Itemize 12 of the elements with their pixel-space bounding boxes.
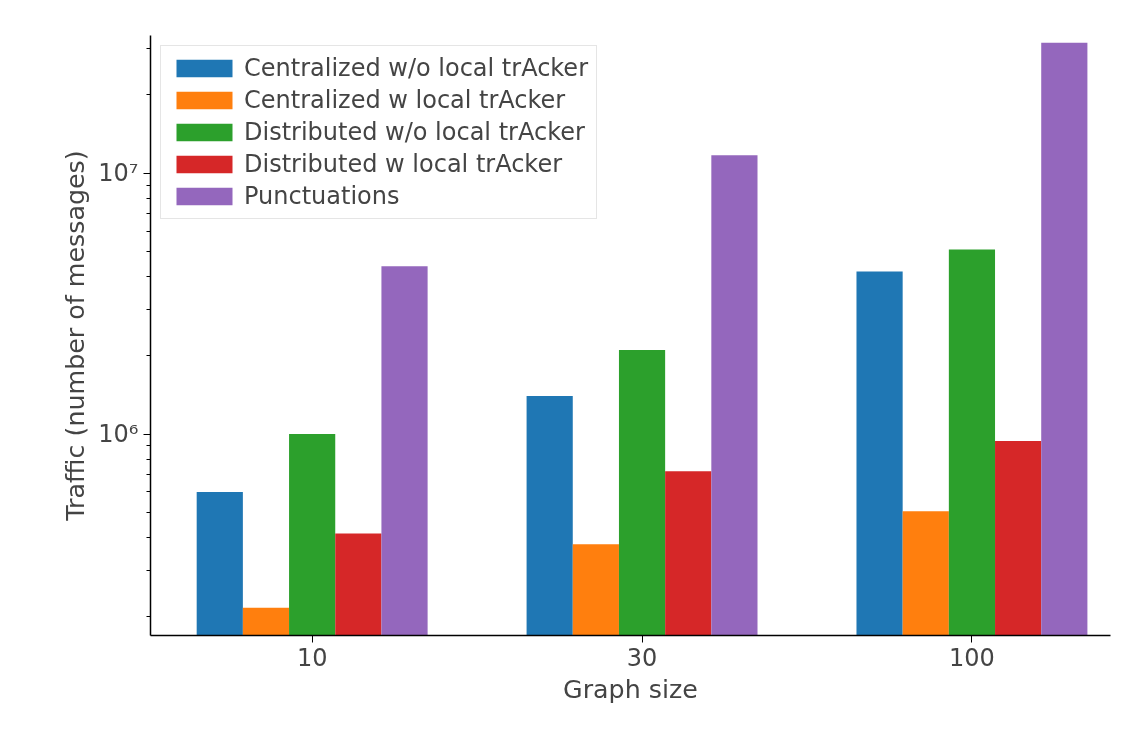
x-axis-title: Graph size [563,673,698,704]
y-tick-label: 10⁷ [98,159,139,188]
legend-label: Distributed w local trAcker [244,150,563,178]
legend-label: Distributed w/o local trAcker [244,118,585,146]
legend-label: Punctuations [244,182,400,210]
legend-label: Centralized w local trAcker [244,86,566,114]
y-tick-label: 10⁶ [98,420,139,449]
legend-label: Centralized w/o local trAcker [244,54,589,82]
x-tick-label: 30 [626,643,658,672]
x-tick-label: 10 [296,643,328,672]
x-tick-label: 100 [949,643,995,672]
y-axis-title: Traffic (number of messages) [60,150,91,522]
